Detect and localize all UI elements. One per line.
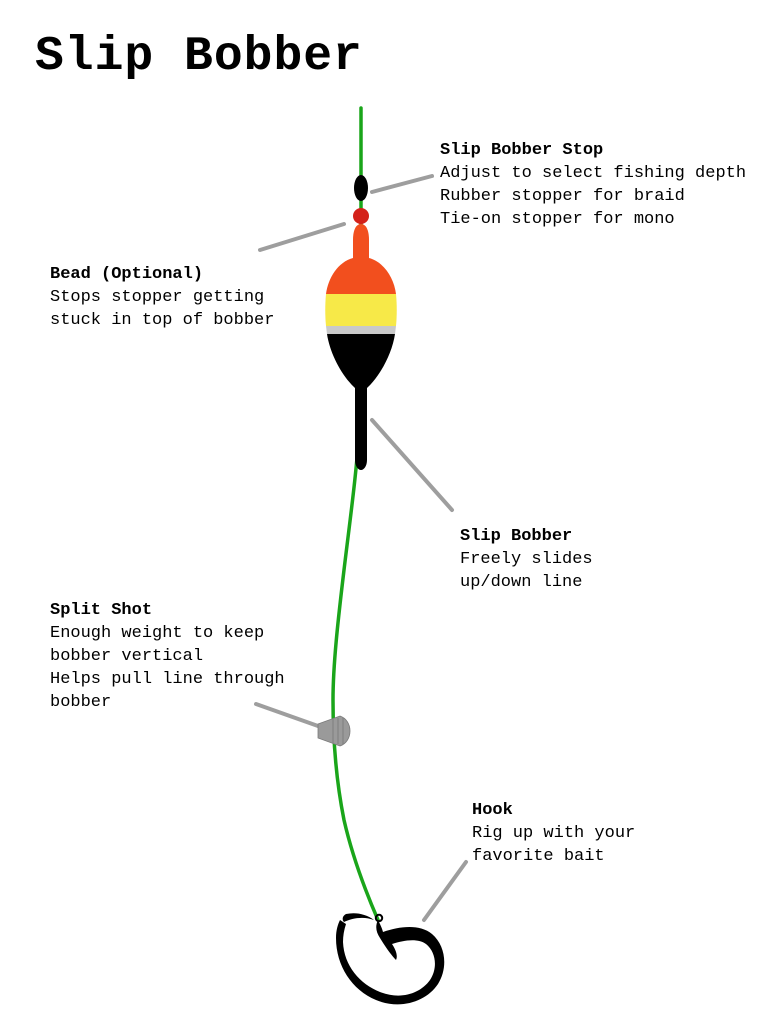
- callout-line: Freely slides: [460, 550, 593, 569]
- callout-line: Stops stopper getting: [50, 288, 264, 307]
- callout-line: Tie-on stopper for mono: [440, 210, 675, 229]
- callout-title: Bead (Optional): [50, 265, 203, 284]
- callout-stopper: Slip Bobber Stop Adjust to select fishin…: [440, 140, 746, 232]
- leader-stopper: [372, 176, 432, 192]
- bobber-top-tip: [353, 224, 369, 258]
- bobber-mid-band: [325, 294, 397, 326]
- callout-splitshot: Split Shot Enough weight to keep bobber …: [50, 600, 285, 715]
- callout-line: Adjust to select fishing depth: [440, 164, 746, 183]
- callout-line: stuck in top of bobber: [50, 311, 274, 330]
- bobber-lower: [327, 334, 395, 470]
- callout-title: Split Shot: [50, 601, 152, 620]
- bobber-gray-band: [326, 326, 396, 334]
- split-shot: [318, 716, 350, 746]
- bead: [353, 208, 369, 224]
- callout-bead: Bead (Optional) Stops stopper getting st…: [50, 264, 274, 333]
- callout-title: Hook: [472, 801, 513, 820]
- callout-bobber: Slip Bobber Freely slides up/down line: [460, 526, 593, 595]
- callout-title: Slip Bobber Stop: [440, 141, 603, 160]
- callout-line: up/down line: [460, 573, 582, 592]
- callout-line: bobber vertical: [50, 647, 203, 666]
- bobber-stop: [354, 175, 368, 201]
- hook-barb: [343, 913, 374, 922]
- callout-line: Rig up with your: [472, 824, 635, 843]
- callout-line: Rubber stopper for braid: [440, 187, 685, 206]
- bobber-upper-bulb: [326, 258, 396, 294]
- leader-hook: [424, 862, 466, 920]
- callout-hook: Hook Rig up with your favorite bait: [472, 800, 635, 869]
- callout-title: Slip Bobber: [460, 527, 572, 546]
- hook: [336, 920, 444, 1004]
- callout-line: bobber: [50, 693, 111, 712]
- callout-line: Enough weight to keep: [50, 624, 264, 643]
- callout-line: Helps pull line through: [50, 670, 285, 689]
- leader-bead: [260, 224, 344, 250]
- leader-bobber: [372, 420, 452, 510]
- callout-line: favorite bait: [472, 847, 605, 866]
